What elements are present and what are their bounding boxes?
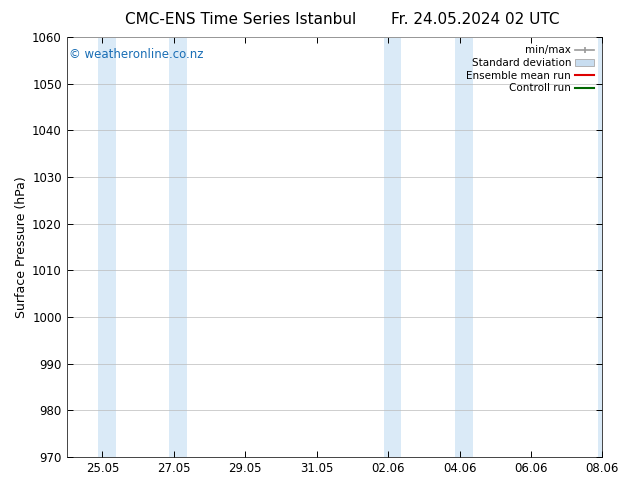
Y-axis label: Surface Pressure (hPa): Surface Pressure (hPa) [15,176,28,318]
Text: CMC-ENS Time Series Istanbul: CMC-ENS Time Series Istanbul [126,12,356,27]
Bar [384,37,401,457]
Bar [169,37,187,457]
Bar [455,37,473,457]
Bar [98,37,116,457]
Bar [598,37,620,457]
Legend: min/max, Standard deviation, Ensemble mean run, Controll run: min/max, Standard deviation, Ensemble me… [463,42,597,97]
Text: Fr. 24.05.2024 02 UTC: Fr. 24.05.2024 02 UTC [391,12,560,27]
Text: © weatheronline.co.nz: © weatheronline.co.nz [70,48,204,61]
